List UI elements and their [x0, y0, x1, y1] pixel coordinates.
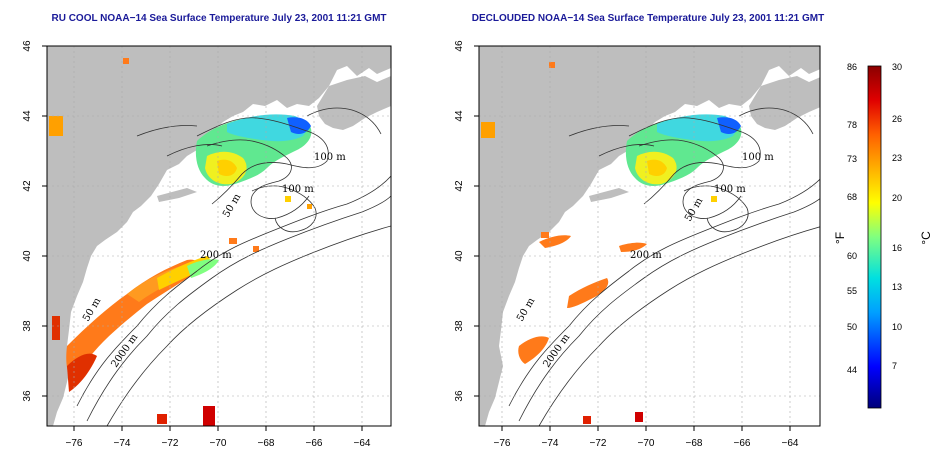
left-xtick-72: −72 [162, 438, 179, 449]
right-map-area [479, 46, 820, 426]
right-contour-label-100m-b: 100 m [714, 184, 746, 195]
left-xtick-76: −76 [66, 438, 83, 449]
colorbar-unit-celsius: °C [919, 231, 933, 245]
colorbar-unit-fahrenheit: °F [833, 232, 847, 244]
left-y-axis: 46 44 42 40 38 36 [22, 40, 47, 402]
right-ytick-42: 42 [454, 180, 465, 192]
cb-c-13: 13 [892, 282, 902, 292]
right-contour-label-200m: 200 m [630, 250, 662, 261]
cb-c-7: 7 [892, 361, 897, 371]
cb-f-55: 55 [847, 286, 857, 296]
left-contour-label-100m-a: 100 m [314, 152, 346, 163]
right-xtick-72: −72 [590, 438, 607, 449]
right-ytick-36: 36 [454, 390, 465, 402]
left-xtick-70: −70 [210, 438, 227, 449]
cb-f-44: 44 [847, 365, 857, 375]
right-ytick-38: 38 [454, 320, 465, 332]
right-x-axis: −76 −74 −72 −70 −68 −66 −64 [494, 426, 799, 449]
left-ytick-40: 40 [22, 250, 33, 262]
left-x-axis: −76 −74 −72 −70 −68 −66 −64 [66, 426, 371, 449]
right-xtick-70: −70 [638, 438, 655, 449]
left-graticule [47, 46, 391, 426]
cb-c-20: 20 [892, 193, 902, 203]
right-xtick-68: −68 [686, 438, 703, 449]
right-y-axis: 46 44 42 40 38 36 [454, 40, 479, 402]
cb-f-68: 68 [847, 192, 857, 202]
left-ytick-44: 44 [22, 110, 33, 122]
left-xtick-64: −64 [354, 438, 371, 449]
cb-c-26: 26 [892, 114, 902, 124]
colorbar: 86 78 73 68 60 55 50 44 30 26 23 20 16 1… [833, 62, 933, 409]
left-map-panel: RU COOL NOAA−14 Sea Surface Temperature … [22, 13, 392, 449]
left-ytick-38: 38 [22, 320, 33, 332]
left-ytick-46: 46 [22, 40, 33, 52]
right-xtick-64: −64 [782, 438, 799, 449]
cb-f-73: 73 [847, 154, 857, 164]
cb-c-23: 23 [892, 153, 902, 163]
right-ytick-46: 46 [454, 40, 465, 52]
cb-f-60: 60 [847, 251, 857, 261]
left-ytick-42: 42 [22, 180, 33, 192]
left-map-frame [46, 45, 392, 427]
cb-f-86: 86 [847, 62, 857, 72]
left-xtick-68: −68 [258, 438, 275, 449]
right-ytick-40: 40 [454, 250, 465, 262]
right-xtick-74: −74 [542, 438, 559, 449]
left-contour-label-200m: 200 m [200, 250, 232, 261]
cb-c-30: 30 [892, 62, 902, 72]
right-panel-title: DECLOUDED NOAA−14 Sea Surface Temperatur… [472, 13, 824, 24]
right-graticule [479, 46, 820, 426]
right-contour-label-100m-a: 100 m [742, 152, 774, 163]
right-xtick-66: −66 [734, 438, 751, 449]
left-panel-title: RU COOL NOAA−14 Sea Surface Temperature … [51, 13, 386, 24]
right-map-frame [478, 45, 821, 427]
cb-f-78: 78 [847, 120, 857, 130]
cb-c-10: 10 [892, 322, 902, 332]
left-ytick-36: 36 [22, 390, 33, 402]
colorbar-gradient [867, 65, 882, 409]
left-contour-label-100m-b: 100 m [282, 184, 314, 195]
right-xtick-76: −76 [494, 438, 511, 449]
right-ytick-44: 44 [454, 110, 465, 122]
left-xtick-66: −66 [306, 438, 323, 449]
left-map-area [47, 46, 391, 426]
right-map-panel: DECLOUDED NOAA−14 Sea Surface Temperatur… [454, 13, 824, 449]
left-xtick-74: −74 [114, 438, 131, 449]
cb-c-16: 16 [892, 243, 902, 253]
cb-f-50: 50 [847, 322, 857, 332]
